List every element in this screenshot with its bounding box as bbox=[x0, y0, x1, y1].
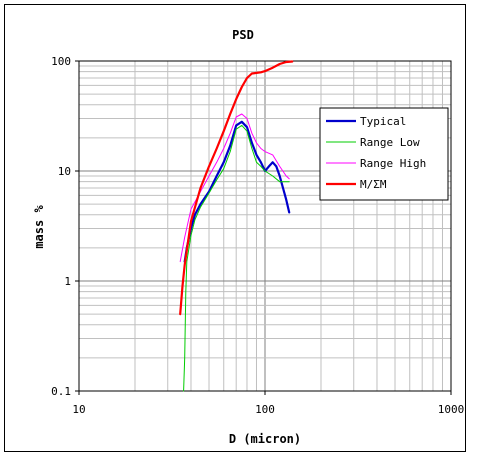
y-tick-label: 100 bbox=[51, 55, 71, 68]
x-tick-label: 10 bbox=[72, 403, 85, 416]
legend-label: M/ΣM bbox=[360, 178, 387, 191]
y-tick-label: 1 bbox=[64, 275, 71, 288]
y-tick-label: 10 bbox=[58, 165, 71, 178]
series-line-typical bbox=[183, 120, 291, 263]
tick-labels: 10 100 1000 0.1 1 10 100 bbox=[51, 55, 464, 416]
x-tick-label: 1000 bbox=[438, 403, 465, 416]
legend-label: Range Low bbox=[360, 136, 420, 149]
y-tick-label: 0.1 bbox=[51, 385, 71, 398]
chart-title: PSD bbox=[232, 28, 254, 42]
legend-label: Typical bbox=[360, 115, 406, 128]
series-layer bbox=[179, 60, 294, 392]
legend-label: Range High bbox=[360, 157, 426, 170]
x-tick-label: 100 bbox=[255, 403, 275, 416]
legend: Typical Range Low Range High M/ΣM bbox=[319, 107, 449, 201]
series-line-m-m bbox=[179, 60, 294, 316]
x-axis-label: D (micron) bbox=[229, 432, 301, 446]
y-axis-label: mass % bbox=[32, 205, 46, 249]
series-line-range-low bbox=[183, 124, 290, 392]
